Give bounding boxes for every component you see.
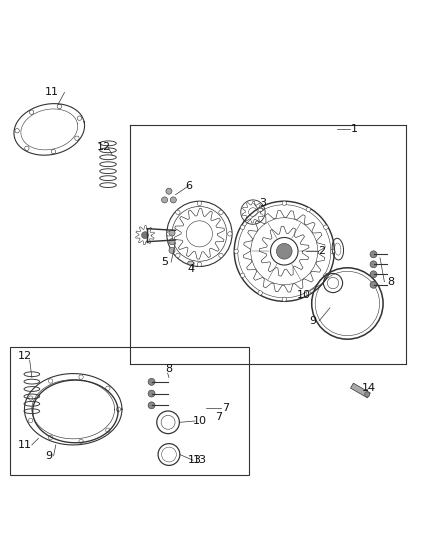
Circle shape — [48, 379, 53, 383]
Circle shape — [306, 290, 311, 295]
Text: 7: 7 — [215, 411, 223, 422]
Text: 8: 8 — [387, 277, 395, 287]
Text: 11: 11 — [18, 440, 32, 450]
Circle shape — [106, 386, 110, 391]
Circle shape — [148, 390, 155, 397]
Text: 2: 2 — [318, 246, 325, 256]
Text: 13: 13 — [188, 455, 202, 465]
Circle shape — [25, 146, 29, 150]
Circle shape — [29, 110, 34, 115]
Circle shape — [364, 392, 370, 397]
Circle shape — [306, 207, 311, 212]
Circle shape — [169, 230, 175, 236]
Circle shape — [176, 253, 180, 257]
Text: 10: 10 — [192, 416, 206, 426]
Circle shape — [57, 104, 61, 109]
Circle shape — [166, 188, 172, 194]
Circle shape — [324, 225, 328, 229]
Circle shape — [228, 232, 232, 236]
Text: 6: 6 — [185, 181, 192, 191]
Circle shape — [370, 281, 377, 288]
Text: 10: 10 — [297, 290, 311, 300]
Circle shape — [15, 128, 19, 133]
Circle shape — [240, 225, 245, 229]
Text: 9: 9 — [46, 451, 53, 461]
Circle shape — [330, 249, 335, 254]
Text: 3: 3 — [259, 198, 266, 208]
Text: 11: 11 — [44, 87, 58, 98]
Circle shape — [276, 244, 292, 259]
Circle shape — [162, 197, 168, 203]
Circle shape — [219, 210, 223, 214]
Text: 8: 8 — [166, 364, 173, 374]
Circle shape — [78, 116, 82, 120]
Text: 5: 5 — [161, 257, 168, 267]
Circle shape — [197, 262, 201, 266]
Text: 13: 13 — [192, 455, 206, 465]
Text: 12: 12 — [18, 351, 32, 361]
Circle shape — [141, 232, 148, 239]
Circle shape — [28, 396, 33, 400]
Circle shape — [282, 297, 286, 302]
Text: 14: 14 — [362, 383, 376, 393]
Text: 7: 7 — [222, 403, 229, 413]
Circle shape — [258, 290, 262, 295]
Circle shape — [370, 271, 377, 278]
Circle shape — [234, 249, 238, 254]
Ellipse shape — [187, 261, 194, 265]
Circle shape — [106, 428, 110, 432]
Circle shape — [170, 197, 177, 203]
Circle shape — [240, 273, 245, 278]
Circle shape — [28, 418, 33, 423]
Circle shape — [324, 273, 328, 278]
Circle shape — [79, 439, 83, 443]
Text: 1: 1 — [350, 124, 357, 134]
Text: 9: 9 — [309, 316, 316, 326]
Circle shape — [116, 407, 120, 411]
Circle shape — [219, 253, 223, 257]
Circle shape — [148, 378, 155, 385]
Circle shape — [169, 239, 175, 245]
Circle shape — [370, 261, 377, 268]
Text: 12: 12 — [97, 142, 111, 152]
Circle shape — [370, 251, 377, 258]
Circle shape — [51, 149, 56, 154]
Circle shape — [167, 232, 171, 236]
Circle shape — [148, 402, 155, 409]
Circle shape — [282, 201, 286, 205]
Circle shape — [176, 210, 180, 214]
Polygon shape — [350, 383, 371, 398]
Circle shape — [169, 247, 175, 254]
Circle shape — [197, 201, 201, 206]
Text: 4: 4 — [187, 264, 194, 273]
Bar — [10, 347, 250, 475]
Circle shape — [75, 136, 79, 140]
Circle shape — [48, 435, 53, 440]
Circle shape — [258, 207, 262, 212]
Circle shape — [79, 375, 83, 379]
